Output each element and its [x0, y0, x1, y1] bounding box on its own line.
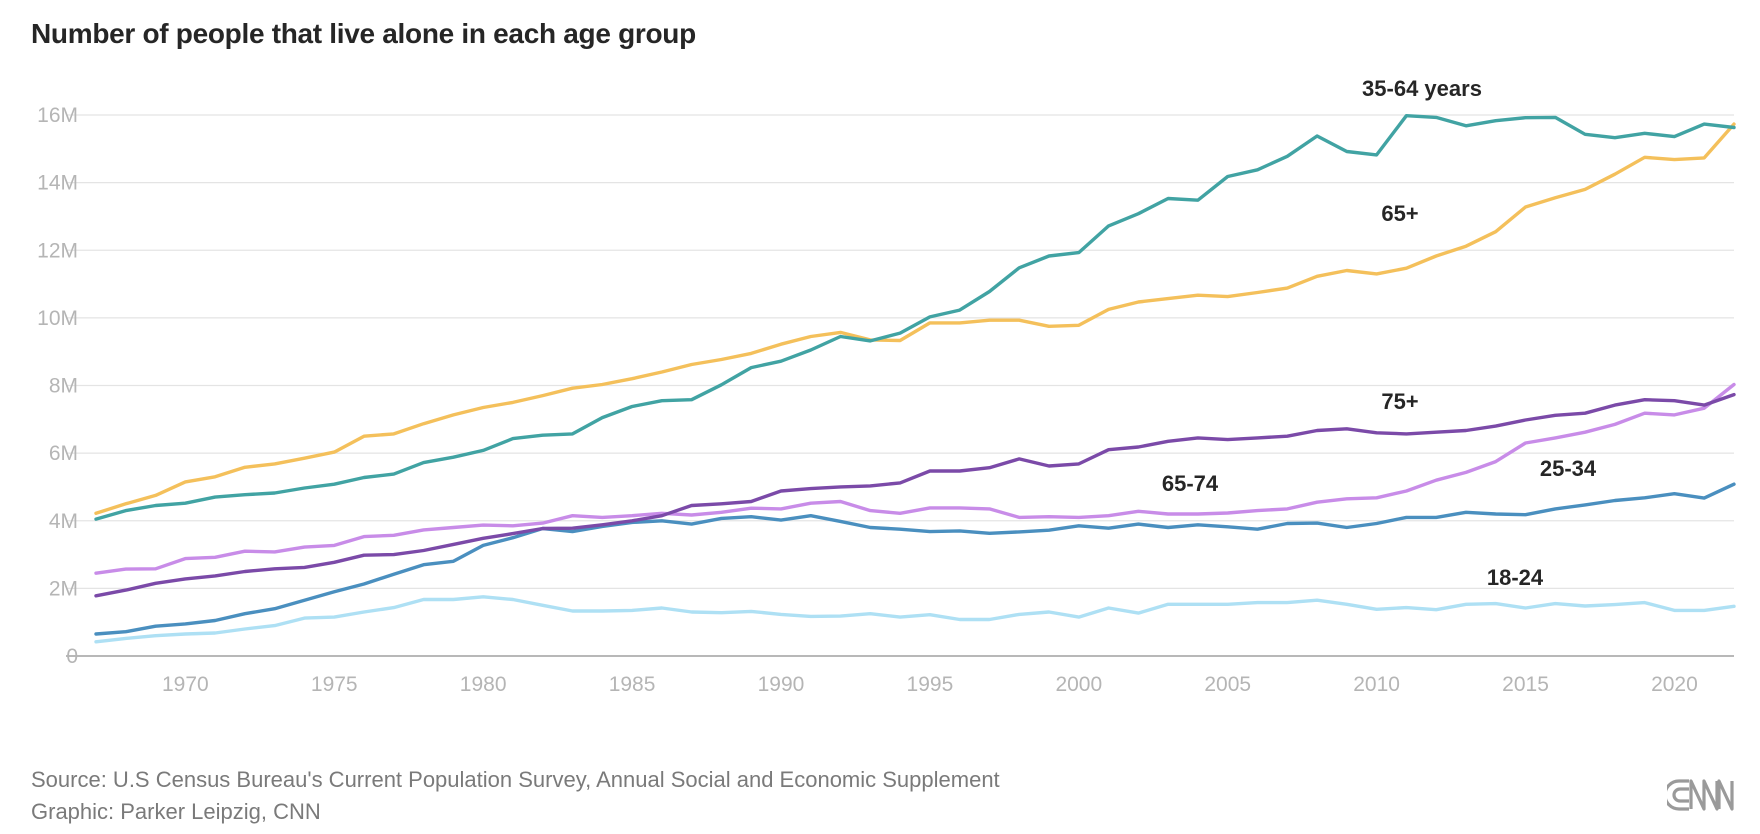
series-label-18-24: 18-24: [1487, 565, 1544, 590]
source-note: Source: U.S Census Bureau's Current Popu…: [31, 767, 1000, 792]
x-tick-label: 2015: [1502, 673, 1549, 696]
x-tick-label: 1970: [162, 673, 209, 696]
series-line-35-64-years: [94, 113, 1736, 521]
series-line-65-74: [94, 382, 1736, 575]
y-tick-label: 6M: [49, 442, 78, 465]
series-label-75: 75+: [1381, 389, 1418, 414]
x-tick-label: 1990: [758, 673, 805, 696]
series-line-25-34: [94, 482, 1736, 636]
y-tick-label: 12M: [37, 239, 78, 262]
chart-title: Number of people that live alone in each…: [31, 18, 696, 49]
x-tick-label: 1995: [907, 673, 954, 696]
series-line-18-24: [94, 595, 1736, 644]
y-tick-label: 4M: [49, 510, 78, 533]
series-lines: [94, 113, 1736, 644]
y-tick-label: 8M: [49, 375, 78, 398]
x-tick-label: 2005: [1204, 673, 1251, 696]
x-tick-label: 1985: [609, 673, 656, 696]
y-tick-label: 16M: [37, 104, 78, 127]
series-label-65: 65+: [1381, 201, 1418, 226]
x-tick-label: 2010: [1353, 673, 1400, 696]
series-line-75: [94, 392, 1736, 598]
series-labels: 35-64 years 65+ 75+ 65-74 25-34 18-24: [1162, 76, 1597, 590]
grid-lines: [66, 114, 1734, 657]
y-axis-ticks: 0 2M 4M 6M 8M 10M 12M 14M 16M: [37, 104, 78, 668]
series-line-65: [94, 122, 1736, 515]
y-tick-label: 10M: [37, 307, 78, 330]
x-tick-label: 2020: [1651, 673, 1698, 696]
x-tick-label: 2000: [1055, 673, 1102, 696]
y-tick-label: 2M: [49, 577, 78, 600]
series-label-25-34: 25-34: [1540, 456, 1597, 481]
x-tick-label: 1975: [311, 673, 358, 696]
cnn-logo: [1667, 779, 1734, 811]
y-tick-label: 14M: [37, 172, 78, 195]
graphic-credit: Graphic: Parker Leipzig, CNN: [31, 799, 321, 824]
x-tick-label: 1980: [460, 673, 507, 696]
series-label-65-74: 65-74: [1162, 471, 1219, 496]
y-tick-label: 0: [66, 645, 78, 668]
series-label-35-64-years: 35-64 years: [1362, 76, 1482, 101]
x-axis-ticks: 1970 1975 1980 1985 1990 1995 2000 2005 2010 2015…: [162, 673, 1698, 696]
